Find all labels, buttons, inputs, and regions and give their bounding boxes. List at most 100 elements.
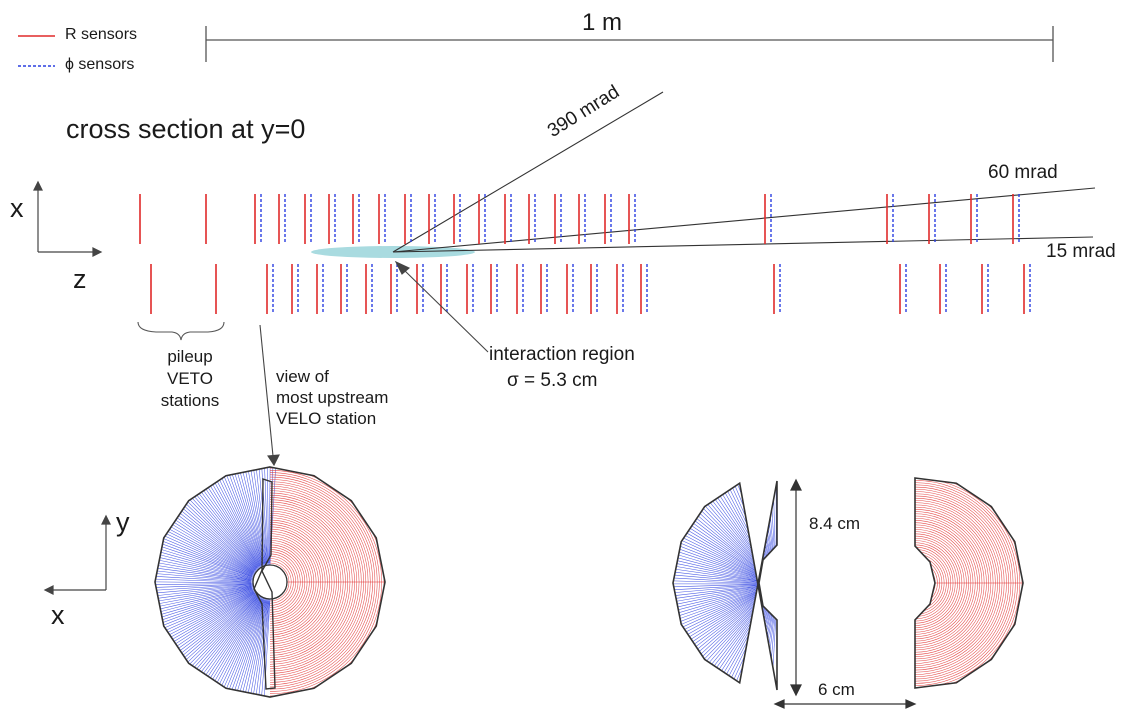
full-phi-strip	[155, 542, 254, 578]
full-phi-strip	[155, 560, 254, 581]
top-axis-z-label: z	[73, 264, 87, 294]
full-phi-strip	[214, 469, 262, 566]
half-phi-strip	[684, 593, 766, 660]
bottom-axes	[43, 514, 111, 595]
full-phi-strip	[157, 590, 256, 638]
full-phi-strip	[155, 589, 253, 630]
full-phi-strip	[155, 586, 254, 615]
full-phi-strip	[174, 501, 257, 572]
full-phi-strip	[248, 600, 268, 697]
full-phi-strip	[178, 496, 258, 572]
full-phi-strip	[214, 599, 263, 695]
full-phi-strip	[155, 557, 252, 580]
view-note-line-2: most upstream	[276, 388, 389, 407]
view-note-label: view of most upstream VELO station	[276, 366, 388, 429]
full-phi-strip	[156, 590, 254, 635]
full-phi-strip	[260, 467, 268, 564]
view-note-line-3: VELO station	[276, 409, 377, 428]
full-phi-strip	[155, 586, 252, 607]
full-phi-strip	[234, 467, 265, 567]
full-phi-strip	[242, 467, 266, 564]
legend-phi-label: ϕ sensors	[65, 56, 135, 73]
half-phi-strip	[683, 507, 765, 574]
r-half-outline	[914, 477, 1024, 689]
full-phi-strip	[155, 583, 254, 592]
width-dimension-label: 6 cm	[818, 680, 855, 699]
half-phi-strip	[673, 589, 763, 631]
full-phi-strip	[166, 592, 257, 654]
half-phi-strip	[673, 527, 765, 578]
height-dimension-label: 8.4 cm	[809, 514, 861, 533]
half-phi-strip	[677, 515, 766, 576]
full-phi-strip	[163, 515, 256, 574]
top-axes	[33, 180, 103, 257]
full-phi-strip	[155, 569, 252, 582]
line-390-mrad	[392, 91, 664, 253]
full-phi-strip	[162, 592, 255, 646]
full-phi-strip	[165, 513, 254, 573]
full-phi-strip	[155, 585, 254, 604]
full-phi-strip	[198, 597, 261, 685]
full-station-overlap-outline	[253, 478, 276, 690]
half-phi-strip	[776, 481, 777, 570]
full-phi-strip	[209, 472, 261, 566]
full-phi-strip	[208, 598, 262, 692]
full-phi-strip	[233, 598, 267, 697]
full-phi-strip	[260, 600, 270, 697]
full-phi-strip	[194, 482, 258, 568]
full-phi-strip	[206, 596, 263, 690]
full-phi-strip	[155, 545, 252, 578]
legend-r-label: R sensors	[65, 26, 138, 43]
full-phi-strip	[176, 595, 257, 665]
diagram-title: cross section at y=0	[66, 114, 306, 144]
full-phi-strip	[191, 484, 259, 570]
half-phi-strip	[685, 504, 767, 575]
full-phi-strip	[196, 596, 261, 684]
pileup-line-3: stations	[160, 391, 220, 410]
scale-bar	[205, 26, 1054, 62]
full-phi-strip	[155, 582, 254, 586]
full-phi-strip	[172, 594, 256, 661]
angle-60-label: 60 mrad	[988, 162, 1058, 183]
full-phi-strip	[155, 575, 252, 583]
interaction-region-label: interaction region	[489, 344, 635, 365]
full-phi-strip	[203, 598, 261, 689]
half-phi-strip	[673, 588, 765, 628]
full-phi-strip	[155, 585, 252, 601]
half-phi-strip	[772, 481, 776, 568]
bottom-axis-x-label: x	[51, 600, 65, 630]
full-phi-strip	[189, 596, 259, 678]
full-phi-strip	[160, 520, 255, 575]
full-phi-strip	[257, 598, 270, 697]
full-phi-strip	[178, 593, 259, 668]
upstream-velo-station	[154, 466, 386, 698]
top-axis-x-label: x	[10, 193, 24, 223]
interaction-sigma-label: σ = 5.3 cm	[507, 370, 598, 391]
phi-half-sensor	[673, 481, 777, 690]
full-phi-strip	[155, 586, 254, 610]
full-phi-strip	[162, 518, 254, 574]
r-half-sensor	[915, 478, 1023, 688]
full-phi-strip	[191, 595, 261, 680]
full-phi-strip	[180, 494, 256, 570]
full-phi-strip	[245, 598, 268, 697]
full-phi-strip	[174, 593, 258, 663]
full-phi-strip	[248, 467, 267, 564]
full-phi-strip	[155, 563, 252, 581]
half-phi-strip	[673, 580, 764, 584]
full-phi-strip	[220, 467, 262, 566]
full-station-outline	[154, 466, 386, 698]
full-phi-strip	[263, 598, 271, 697]
full-phi-strip	[155, 540, 252, 577]
full-phi-strip	[254, 467, 268, 564]
full-phi-strip	[170, 505, 257, 573]
pileup-line-1: pileup	[167, 347, 213, 366]
full-phi-strip	[176, 498, 256, 571]
full-phi-strip	[237, 467, 265, 564]
full-phi-strip	[157, 526, 255, 576]
full-phi-strip	[180, 595, 258, 670]
half-phi-strip	[673, 536, 763, 578]
full-phi-strip	[160, 590, 256, 643]
full-phi-strip	[155, 588, 253, 624]
full-phi-strip	[184, 490, 257, 569]
